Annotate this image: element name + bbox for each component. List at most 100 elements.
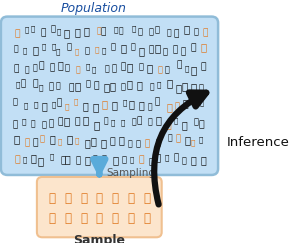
Text: ⛹: ⛹ [24,65,29,74]
Text: ⛹: ⛹ [24,138,29,147]
Text: ⛹: ⛹ [39,84,43,91]
Text: ⛹: ⛹ [103,117,108,126]
Text: ⛹: ⛹ [69,83,74,92]
Text: ⛹: ⛹ [110,137,115,146]
Text: ⛹: ⛹ [172,45,178,54]
Text: ⛹: ⛹ [150,83,154,92]
Text: ⛹: ⛹ [128,212,134,225]
Text: ⛹: ⛹ [176,134,181,143]
Text: ⛹: ⛹ [80,192,87,205]
Text: ⛹: ⛹ [25,27,29,34]
Text: ⛹: ⛹ [156,139,161,148]
Text: ⛹: ⛹ [82,101,88,111]
Text: ⛹: ⛹ [80,212,87,225]
Text: ⛹: ⛹ [138,62,143,71]
Text: ⛹: ⛹ [185,65,189,72]
Text: ⛹: ⛹ [65,103,70,110]
Text: ⛹: ⛹ [39,135,44,144]
Text: Inference: Inference [226,136,290,149]
Text: ⛹: ⛹ [198,137,203,143]
Text: ⛹: ⛹ [102,154,107,163]
Text: ⛹: ⛹ [194,28,199,37]
Text: ⛹: ⛹ [138,46,144,56]
Text: ⛹: ⛹ [82,115,88,125]
Text: ⛹: ⛹ [38,61,44,70]
Text: ⛹: ⛹ [112,155,118,165]
Text: ⛹: ⛹ [154,26,159,35]
Text: ⛹: ⛹ [34,102,38,108]
Text: ⛹: ⛹ [194,118,199,127]
Text: ⛹: ⛹ [50,63,55,72]
Text: ⛹: ⛹ [15,81,20,88]
Text: ⛹: ⛹ [31,154,37,164]
Text: ⛹: ⛹ [182,98,188,108]
Text: ⛹: ⛹ [48,212,56,225]
Text: ⛹: ⛹ [85,138,91,148]
Text: ⛹: ⛹ [191,155,197,165]
Text: ⛹: ⛹ [14,65,19,74]
Text: ⛹: ⛹ [22,118,26,125]
Text: ⛹: ⛹ [74,117,80,126]
Text: ⛹: ⛹ [129,99,135,109]
Text: ⛹: ⛹ [86,63,90,70]
Text: ⛹: ⛹ [23,102,28,109]
Text: ⛹: ⛹ [41,28,46,37]
Text: ⛹: ⛹ [194,99,198,105]
Text: Sample: Sample [73,234,125,243]
Text: ⛹: ⛹ [199,83,204,92]
Text: ⛹: ⛹ [165,66,170,75]
Text: ⛹: ⛹ [97,26,101,35]
Text: ⛹: ⛹ [110,119,115,126]
Text: ⛹: ⛹ [176,61,182,70]
Text: ⛹: ⛹ [128,192,134,205]
Text: ⛹: ⛹ [57,99,62,108]
Text: ⛹: ⛹ [200,155,206,165]
Text: ⛹: ⛹ [32,64,37,73]
Text: ⛹: ⛹ [66,43,71,52]
Text: ⛹: ⛹ [86,79,91,88]
Text: ⛹: ⛹ [181,81,188,91]
Text: ⛹: ⛹ [84,155,90,165]
Text: ⛹: ⛹ [157,82,161,88]
Text: ⛹: ⛹ [143,212,150,225]
Text: ⛹: ⛹ [57,28,61,35]
Text: ⛹: ⛹ [83,26,89,36]
Text: ⛹: ⛹ [118,135,124,145]
Text: ⛹: ⛹ [75,66,80,75]
Text: ⛹: ⛹ [96,192,103,205]
Text: ⛹: ⛹ [127,62,133,72]
Text: ⛹: ⛹ [101,47,106,54]
Text: ⛹: ⛹ [42,121,47,130]
Text: ⛹: ⛹ [21,80,26,89]
Text: ⛹: ⛹ [148,157,153,167]
Text: ⛹: ⛹ [75,137,79,144]
Text: ⛹: ⛹ [184,136,190,146]
Text: ⛹: ⛹ [121,120,125,126]
Text: ⛹: ⛹ [92,67,96,73]
Text: ⛹: ⛹ [145,139,150,148]
Text: ⛹: ⛹ [23,156,27,163]
Text: ⛹: ⛹ [191,139,195,146]
Text: ⛹: ⛹ [23,47,27,54]
Text: ⛹: ⛹ [13,120,18,129]
Text: ⛹: ⛹ [174,29,179,38]
Text: ⛹: ⛹ [165,119,171,129]
Text: ⛹: ⛹ [147,102,152,111]
Text: ⛹: ⛹ [137,81,143,91]
Text: ⛹: ⛹ [182,156,187,165]
Text: ⛹: ⛹ [64,212,71,225]
Text: ⛹: ⛹ [94,120,100,130]
Text: ⛹: ⛹ [131,26,136,32]
Text: ⛹: ⛹ [121,43,127,53]
Text: ⛹: ⛹ [139,100,145,110]
Text: ⛹: ⛹ [136,116,142,125]
Text: ⛹: ⛹ [64,28,70,38]
Text: ⛹: ⛹ [190,65,196,75]
Text: ⛹: ⛹ [105,65,110,74]
Text: ⛹: ⛹ [147,118,152,127]
Text: ⛹: ⛹ [31,119,35,128]
FancyBboxPatch shape [1,17,218,175]
Text: ⛹: ⛹ [131,118,136,127]
Text: ⛹: ⛹ [14,44,18,53]
Text: ⛹: ⛹ [163,47,168,56]
